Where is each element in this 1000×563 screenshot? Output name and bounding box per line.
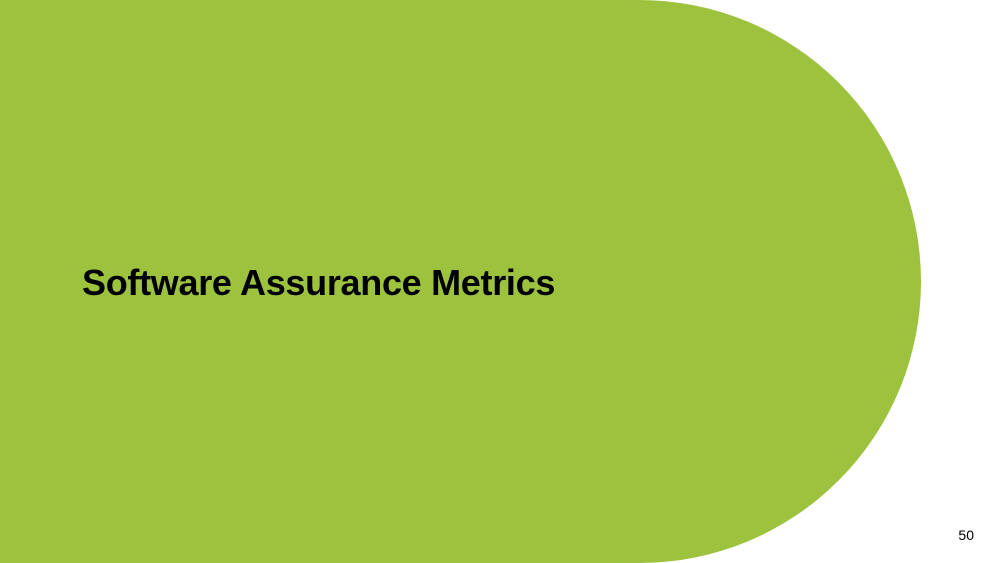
- page-number: 50: [958, 527, 974, 543]
- green-rounded-cap-shape: [358, 0, 921, 563]
- slide-title: Software Assurance Metrics: [82, 262, 556, 303]
